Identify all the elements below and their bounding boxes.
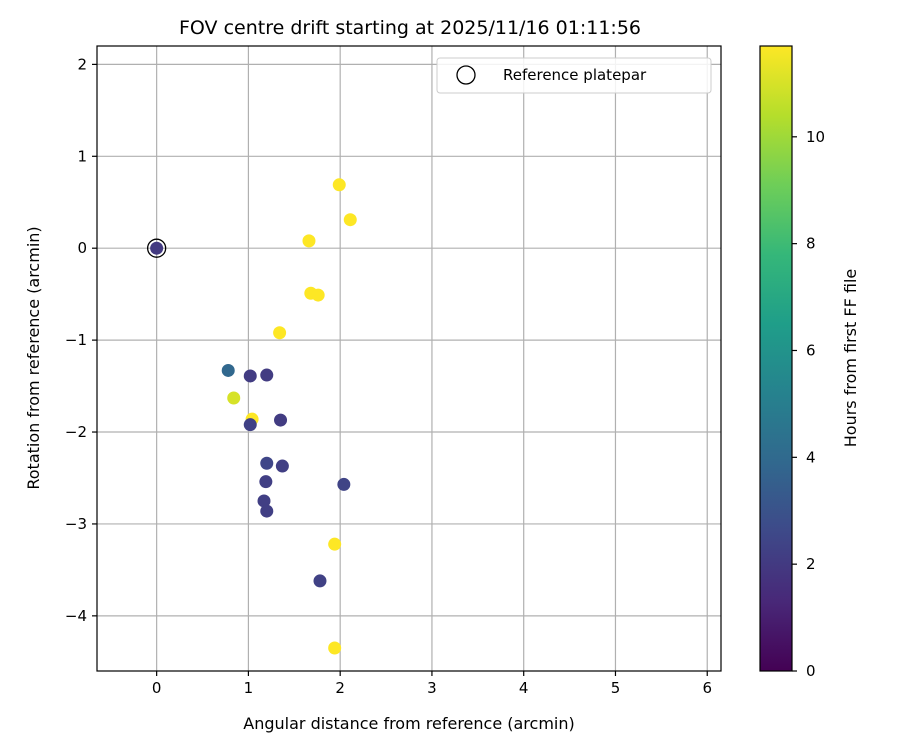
y-axis-ticks: 2 1 0 −1 −2 −3 −4 bbox=[65, 55, 97, 625]
colorbar-tick-label: 2 bbox=[806, 555, 816, 573]
colorbar-tick-label: 8 bbox=[806, 235, 816, 253]
data-point bbox=[343, 213, 357, 227]
y-tick-label: 2 bbox=[77, 55, 87, 73]
grid-lines bbox=[97, 46, 721, 671]
data-point bbox=[332, 178, 346, 192]
legend-label: Reference platepar bbox=[503, 66, 647, 84]
colorbar-ticks: 0 2 4 6 8 10 bbox=[792, 128, 825, 680]
x-tick-label: 1 bbox=[244, 679, 254, 697]
data-point bbox=[257, 494, 271, 508]
legend-box bbox=[436, 57, 712, 94]
data-point bbox=[243, 418, 257, 432]
data-point bbox=[243, 369, 257, 383]
x-tick-label: 5 bbox=[611, 679, 621, 697]
colorbar-tick-label: 6 bbox=[806, 341, 816, 359]
x-axis-label: Angular distance from reference (arcmin) bbox=[243, 714, 574, 733]
data-point bbox=[328, 641, 342, 655]
data-point bbox=[221, 363, 235, 377]
data-point bbox=[260, 368, 274, 382]
data-point bbox=[259, 475, 273, 489]
y-tick-label: −1 bbox=[65, 331, 87, 349]
y-tick-label: −3 bbox=[65, 515, 87, 533]
data-point bbox=[311, 288, 325, 302]
legend-reference-marker bbox=[456, 65, 476, 85]
x-axis-ticks: 0 1 2 3 4 5 6 bbox=[152, 671, 712, 697]
reference-platepar-marker bbox=[146, 238, 167, 258]
data-point bbox=[150, 241, 164, 255]
y-tick-label: −4 bbox=[65, 607, 87, 625]
data-point bbox=[275, 459, 289, 473]
reference-marker-layer bbox=[146, 238, 167, 258]
data-point bbox=[302, 234, 316, 248]
data-point bbox=[260, 504, 274, 518]
data-point bbox=[274, 413, 288, 427]
x-tick-label: 4 bbox=[519, 679, 529, 697]
y-tick-label: 0 bbox=[77, 239, 87, 257]
data-point bbox=[227, 391, 241, 405]
colorbar-label: Hours from first FF file bbox=[841, 269, 860, 448]
data-point bbox=[273, 326, 287, 340]
legend: Reference platepar bbox=[436, 57, 712, 94]
colorbar-gradient bbox=[759, 45, 793, 672]
colorbar-tick-label: 10 bbox=[806, 128, 825, 146]
y-axis-label: Rotation from reference (arcmin) bbox=[24, 226, 43, 489]
data-points bbox=[150, 178, 357, 655]
x-tick-label: 6 bbox=[702, 679, 712, 697]
x-tick-label: 2 bbox=[335, 679, 345, 697]
data-point bbox=[337, 477, 351, 491]
data-point bbox=[313, 574, 327, 588]
x-tick-label: 3 bbox=[427, 679, 437, 697]
colorbar-tick-label: 4 bbox=[806, 448, 816, 466]
chart-title: FOV centre drift starting at 2025/11/16 … bbox=[179, 17, 641, 39]
colorbar: 0 2 4 6 8 10 Hours from first FF file bbox=[759, 45, 860, 680]
x-tick-label: 0 bbox=[152, 679, 162, 697]
y-tick-label: 1 bbox=[77, 147, 87, 165]
y-tick-label: −2 bbox=[65, 423, 87, 441]
data-point bbox=[328, 537, 342, 551]
data-point bbox=[260, 456, 274, 470]
plot-frame bbox=[96, 45, 722, 672]
colorbar-tick-label: 0 bbox=[806, 662, 816, 680]
